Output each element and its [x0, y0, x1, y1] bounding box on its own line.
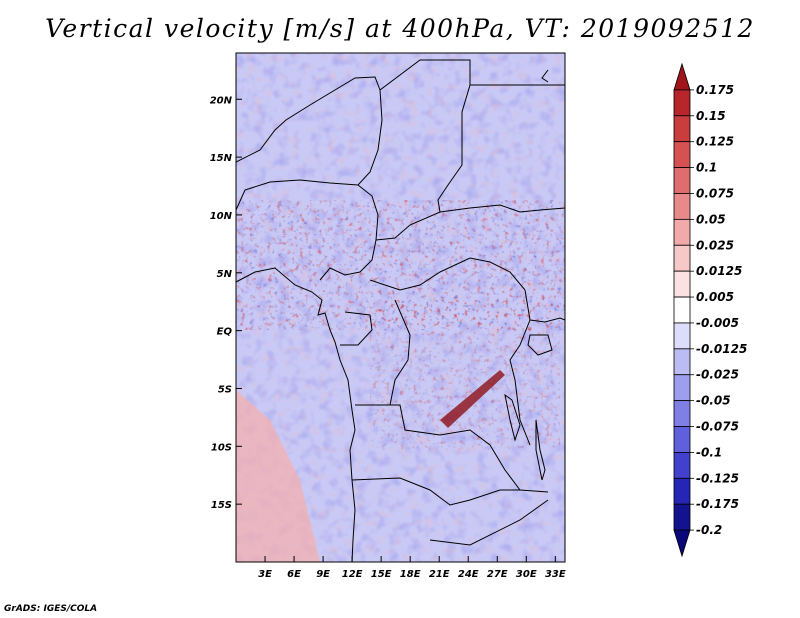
- y-tick-label: 5N: [217, 269, 233, 280]
- southern-borders: [351, 477, 549, 506]
- colorbar-segment: [673, 89, 691, 117]
- colorbar-segment: [673, 115, 691, 143]
- x-tick-label: 21E: [429, 569, 450, 580]
- y-axis-ticks: 20N 15N 10N 5N EQ 5S 10S 15S: [210, 95, 242, 511]
- x-tick-label: 15E: [371, 569, 392, 580]
- y-tick-label: 10S: [211, 442, 232, 453]
- colorbar-label: -0.0125: [696, 342, 747, 356]
- colorbar-label: -0.2: [696, 523, 722, 537]
- political-boundaries: [236, 59, 565, 562]
- y-tick-label: 15S: [211, 500, 232, 511]
- x-tick-label: 30E: [516, 569, 537, 580]
- colorbar-segment: [673, 503, 691, 531]
- colorbar-label: 0.075: [696, 186, 734, 200]
- colorbar-segment: [673, 296, 691, 324]
- colorbar-segment: [673, 374, 691, 402]
- colorbar-segment: [673, 218, 691, 246]
- map-frame: [235, 52, 566, 563]
- x-tick-label: 9E: [316, 569, 330, 580]
- colorbar-label: -0.05: [696, 394, 731, 408]
- colorbar-label: -0.025: [696, 368, 739, 382]
- colorbar-segment: [673, 270, 691, 298]
- x-tick-label: 3E: [258, 569, 272, 580]
- x-axis-ticks: 3E 6E 9E 12E 15E 18E 21E 24E 27E 30E 33E: [258, 556, 566, 580]
- colorbar-segment: [673, 141, 691, 168]
- gabon-borders: [340, 311, 373, 346]
- x-tick-label: 33E: [545, 569, 566, 580]
- colorbar-label: -0.005: [696, 316, 739, 330]
- colorbar-segment: [673, 477, 691, 505]
- grads-credit: GrADS: IGES/COLA: [4, 604, 98, 614]
- x-tick-label: 6E: [287, 569, 301, 580]
- lake-malawi: [535, 419, 546, 481]
- x-tick-label: 27E: [487, 569, 508, 580]
- y-tick-label: EQ: [217, 327, 233, 338]
- colorbar: 0.175 0.15 0.125 0.1 0.075 0.05 0.025 0.0125 0.0…: [673, 62, 747, 558]
- lake-victoria: [527, 334, 553, 356]
- car-drc-borders: [369, 257, 526, 291]
- colorbar-label: 0.1: [696, 161, 717, 175]
- namibia-botswana-borders: [429, 499, 549, 546]
- colorbar-label: -0.125: [696, 471, 739, 485]
- southwest-ocean-area: [236, 390, 320, 562]
- lake-tanganyika: [504, 393, 521, 442]
- x-tick-label: 24E: [458, 569, 479, 580]
- colorbar-segment: [673, 400, 691, 427]
- x-tick-label: 18E: [400, 569, 421, 580]
- nigeria-cameroon-borders: [319, 184, 379, 281]
- car-sudan-borders: [375, 204, 565, 241]
- colorbar-segment: [673, 167, 691, 194]
- colorbar-segment: [673, 244, 691, 272]
- colorbar-label: -0.175: [696, 497, 739, 511]
- uganda-kenya-border: [529, 317, 565, 323]
- nile-delta-coast: [541, 69, 549, 83]
- chad-libya-borders: [379, 59, 471, 213]
- colorbar-segment: [673, 426, 691, 453]
- colorbar-segment: [673, 348, 691, 376]
- vertical-velocity-field: [236, 53, 565, 562]
- y-tick-label: 20N: [210, 95, 233, 106]
- colorbar-segment: [673, 193, 691, 220]
- colorbar-label: 0.05: [696, 212, 726, 226]
- colorbar-label: 0.0125: [696, 264, 742, 278]
- colorbar-label: -0.1: [696, 445, 722, 459]
- colorbar-label: 0.025: [696, 238, 734, 252]
- colorbar-segment: [673, 62, 691, 91]
- colorbar-label: 0.125: [696, 135, 734, 149]
- colorbar-segment: [673, 452, 691, 479]
- colorbar-segment: [673, 322, 691, 350]
- colorbar-label: 0.15: [696, 109, 726, 123]
- colorbar-label: 0.005: [696, 290, 734, 304]
- niger-mali-borders: [236, 76, 383, 282]
- rift-streak: [440, 370, 505, 428]
- map-title: Vertical velocity [m/s] at 400hPa, VT: 2…: [45, 14, 755, 43]
- angola-drc-borders: [355, 404, 521, 491]
- y-tick-label: 5S: [218, 384, 232, 395]
- x-tick-label: 12E: [342, 569, 363, 580]
- colorbar-label: -0.075: [696, 420, 739, 434]
- colorbar-label: 0.175: [696, 83, 734, 97]
- y-tick-label: 15N: [210, 153, 233, 164]
- colorbar-segment: [673, 529, 691, 558]
- y-tick-label: 10N: [210, 211, 233, 222]
